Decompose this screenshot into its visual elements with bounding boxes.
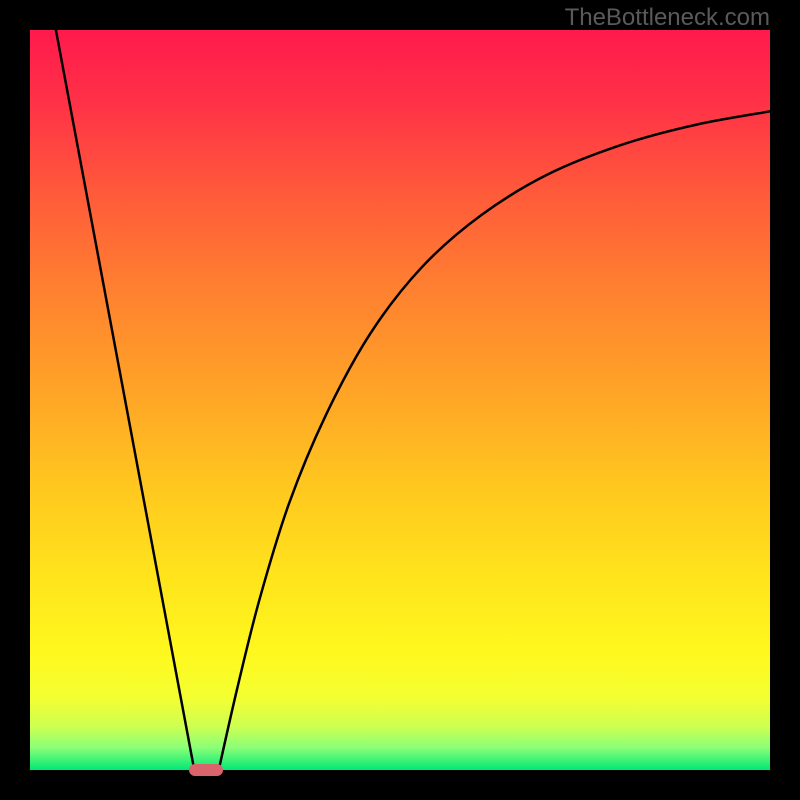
minimum-marker (189, 764, 223, 776)
gradient-background (30, 30, 770, 770)
chart-frame: TheBottleneck.com (0, 0, 800, 800)
watermark-text: TheBottleneck.com (565, 4, 770, 32)
plot-area (30, 30, 770, 770)
